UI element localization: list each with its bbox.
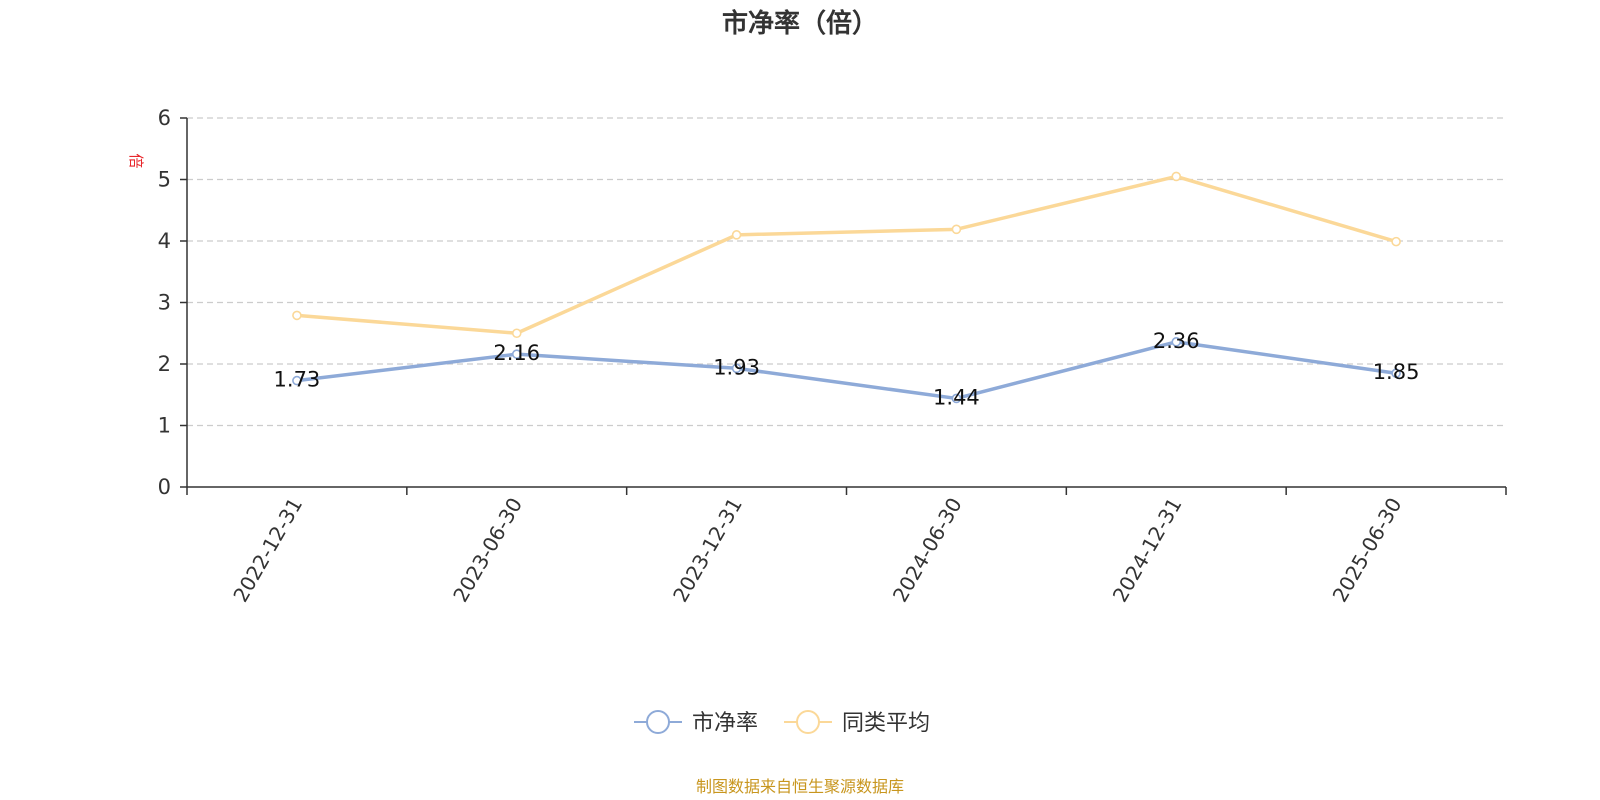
series-point-0 (731, 363, 742, 374)
data-label: 1.93 (713, 355, 760, 379)
series-point-0 (951, 393, 962, 404)
x-tick-label: 2025-06-30 (1328, 494, 1407, 607)
legend-marker-icon (796, 710, 820, 734)
series-point-1 (1171, 171, 1182, 182)
x-tick-label: 2022-12-31 (228, 494, 307, 607)
y-tick-label: 4 (158, 229, 171, 253)
series-point-1 (731, 230, 742, 240)
series-point-1 (951, 224, 962, 235)
series-point-0 (1171, 337, 1182, 347)
legend[interactable]: 市净率 同类平均 (634, 710, 930, 736)
series-point-1 (292, 310, 302, 321)
legend-item-0[interactable]: 市净率 (634, 710, 758, 736)
data-labels: 1.73 2.16 1.93 1.44 2.36 1.85 (274, 329, 1420, 410)
source-note: 制图数据来自恒生聚源数据库 (696, 777, 904, 796)
x-tick-label: 2024-12-31 (1108, 494, 1187, 607)
data-label: 1.73 (274, 368, 321, 392)
series-point-0 (1391, 368, 1401, 379)
grid-lines (187, 117, 1506, 427)
y-tick-label: 6 (158, 106, 171, 130)
legend-marker-icon (646, 710, 670, 734)
x-tick-label: 2023-12-31 (668, 494, 747, 607)
legend-label: 市净率 (692, 711, 758, 736)
y-tick-label: 5 (158, 168, 171, 192)
x-tick-labels: 2022-12-31 2023-06-30 2023-12-31 2024-06-30… (228, 494, 1406, 607)
series-point-0 (292, 375, 302, 386)
data-label: 2.16 (493, 341, 540, 365)
data-label: 1.85 (1373, 360, 1420, 384)
y-tick-labels: 0 1 2 3 4 5 6 (158, 106, 171, 499)
legend-item-1[interactable]: 同类平均 (784, 710, 930, 736)
series-line-1 (295, 174, 1398, 335)
legend-label: 同类平均 (842, 711, 930, 736)
series-point-1 (511, 328, 522, 339)
y-tick-label: 2 (158, 352, 171, 376)
y-tick-label: 1 (158, 414, 171, 438)
y-tick-label: 3 (158, 291, 171, 315)
axes (180, 117, 1507, 495)
data-label: 2.36 (1153, 329, 1200, 353)
data-label: 1.44 (933, 385, 980, 409)
y-tick-label: 0 (158, 475, 171, 499)
y-axis-unit: 倍 (127, 153, 145, 168)
series-line-0 (295, 340, 1398, 401)
series-point-1 (1391, 236, 1401, 247)
chart-title: 市净率（倍） (722, 8, 878, 39)
series-layer (292, 171, 1401, 404)
series-point-0 (511, 349, 522, 359)
x-tick-label: 2023-06-30 (448, 494, 527, 607)
x-tick-label: 2024-06-30 (888, 494, 967, 607)
